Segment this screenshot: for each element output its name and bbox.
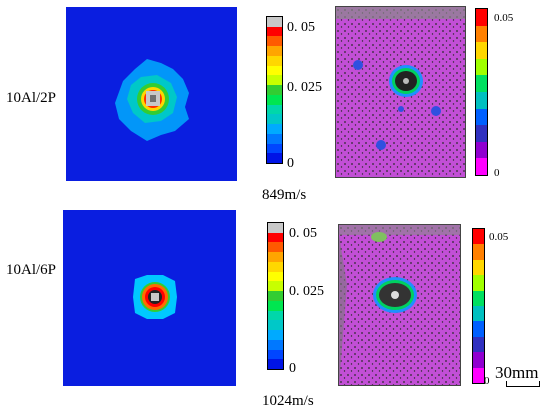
sim-colorbar-1-tick-mid: 0. 025 xyxy=(287,80,322,95)
simulation-image-2 xyxy=(63,210,236,386)
sim-colorbar-2-segment xyxy=(268,300,283,311)
photo-colorbar-1-segment xyxy=(476,125,487,142)
photo-colorbar-1-tick-max: 0.05 xyxy=(494,12,514,24)
photo-colorbar-1-segment xyxy=(476,108,487,126)
photo-colorbar-2-segment xyxy=(473,306,484,322)
simulation-damage-contour-2 xyxy=(133,275,177,319)
experiment-photo-contour-1 xyxy=(336,7,465,177)
sim-colorbar-1-segment xyxy=(267,65,282,76)
scale-bar-label: 30mm xyxy=(495,363,539,382)
sim-colorbar-1 xyxy=(266,16,283,164)
sim-colorbar-2-segment xyxy=(268,242,283,253)
simulation-image-1 xyxy=(66,7,237,181)
sim-colorbar-1-tick-min: 0 xyxy=(287,156,294,171)
sim-colorbar-2-tick-mid: 0. 025 xyxy=(289,284,324,299)
photo-colorbar-2-segment xyxy=(473,352,484,368)
sim-colorbar-2-segment xyxy=(268,349,283,360)
sim-colorbar-1-segment xyxy=(267,94,282,105)
sim-colorbar-2 xyxy=(267,222,284,370)
photo-colorbar-1-segment xyxy=(476,75,487,92)
sim-colorbar-2-segment xyxy=(268,310,283,321)
impact-velocity-2: 1024m/s xyxy=(262,393,314,409)
photo-colorbar-1-segment xyxy=(476,9,487,26)
sim-colorbar-2-segment xyxy=(268,252,283,262)
photo-colorbar-1-segment xyxy=(476,25,487,43)
photo-colorbar-1-segment xyxy=(476,58,487,76)
photo-colorbar-1-segment xyxy=(476,91,487,109)
simulation-damage-contour-1 xyxy=(115,59,189,141)
sim-colorbar-2-segment xyxy=(268,281,283,292)
photo-colorbar-2-segment xyxy=(473,259,484,276)
photo-colorbar-1-segment xyxy=(476,141,487,159)
photo-colorbar-2-segment xyxy=(473,321,484,337)
sim-colorbar-1-segment xyxy=(267,153,282,164)
sim-colorbar-1-segment xyxy=(267,36,282,47)
photo-colorbar-2-segment xyxy=(473,244,484,260)
photo-colorbar-1-tick-min: 0 xyxy=(494,167,500,179)
sim-colorbar-2-segment xyxy=(268,223,283,233)
sim-colorbar-2-segment xyxy=(268,339,283,350)
sim-colorbar-1-segment xyxy=(267,143,282,154)
photo-colorbar-2-tick-min: 0 xyxy=(484,375,490,387)
impact-velocity-1: 849m/s xyxy=(262,187,307,203)
sim-colorbar-2-segment xyxy=(268,261,283,272)
experiment-photo-2 xyxy=(338,224,461,386)
photo-colorbar-2-tick-max: 0.05 xyxy=(489,231,509,243)
sim-colorbar-2-segment xyxy=(268,271,283,282)
sim-colorbar-1-segment xyxy=(267,104,282,115)
experiment-photo-contour-2 xyxy=(339,225,460,385)
experiment-photo-1 xyxy=(335,6,466,178)
photo-colorbar-2-segment xyxy=(473,290,484,307)
sim-colorbar-1-segment xyxy=(267,75,282,86)
scale-bar-line xyxy=(506,381,540,387)
photo-colorbar-2 xyxy=(472,228,485,384)
sim-colorbar-2-segment xyxy=(268,359,283,370)
photo-colorbar-2-segment xyxy=(473,367,484,384)
sim-colorbar-2-segment xyxy=(268,232,283,243)
row-label-1: 10Al/2P xyxy=(6,90,57,106)
sim-colorbar-1-segment xyxy=(267,124,282,134)
sim-colorbar-2-tick-max: 0. 05 xyxy=(289,226,317,241)
sim-colorbar-2-tick-min: 0 xyxy=(289,361,296,376)
photo-colorbar-1-segment xyxy=(476,42,487,59)
sim-colorbar-1-segment xyxy=(267,85,282,95)
row-label-2: 10Al/6P xyxy=(6,262,57,278)
photo-colorbar-2-segment xyxy=(473,275,484,291)
photo-colorbar-1 xyxy=(475,8,488,176)
sim-colorbar-1-tick-max: 0. 05 xyxy=(287,20,315,35)
sim-colorbar-1-segment xyxy=(267,46,282,56)
photo-colorbar-2-segment xyxy=(473,229,484,245)
sim-colorbar-1-segment xyxy=(267,133,282,144)
sim-colorbar-1-segment xyxy=(267,17,282,27)
photo-colorbar-2-segment xyxy=(473,336,484,353)
sim-colorbar-1-segment xyxy=(267,55,282,66)
photo-colorbar-1-segment xyxy=(476,158,487,175)
sim-colorbar-2-segment xyxy=(268,330,283,340)
sim-colorbar-2-segment xyxy=(268,320,283,331)
sim-colorbar-2-segment xyxy=(268,291,283,301)
sim-colorbar-1-segment xyxy=(267,26,282,37)
sim-colorbar-1-segment xyxy=(267,114,282,125)
